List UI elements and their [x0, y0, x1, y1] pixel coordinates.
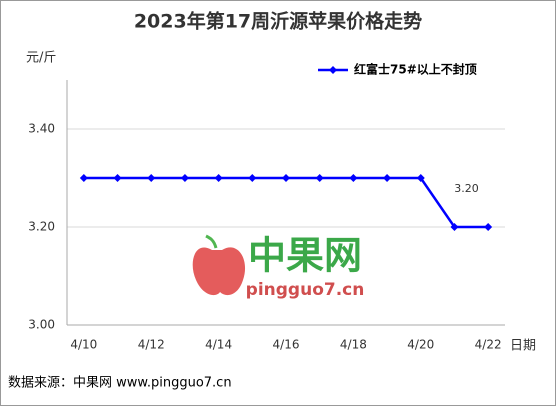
marker	[383, 174, 392, 182]
y-tick-label: 3.00	[28, 318, 55, 332]
legend-marker	[329, 66, 337, 74]
marker	[180, 174, 189, 182]
marker	[113, 174, 122, 182]
marker	[282, 174, 290, 182]
marker	[416, 174, 425, 182]
y-tick-label: 3.40	[28, 122, 55, 136]
marker	[214, 174, 223, 182]
watermark-logo	[192, 247, 246, 296]
x-tick-label: 4/18	[340, 338, 367, 352]
marker	[79, 174, 88, 182]
watermark-url: pingguo7.cn	[246, 280, 365, 300]
watermark: 中果网 pingguo7.cn	[192, 234, 365, 300]
x-tick-label: 4/10	[70, 338, 97, 352]
marker	[248, 174, 257, 182]
marker	[315, 174, 324, 182]
marker	[450, 223, 459, 231]
x-axis-label: 日期	[510, 339, 536, 354]
x-tick-label: 4/14	[205, 338, 232, 352]
marker	[349, 174, 358, 182]
legend-label: 红富士75#以上不封顶	[354, 62, 477, 77]
watermark-logo-leaf	[205, 234, 218, 249]
source: 数据来源：中果网 www.pingguo7.cn	[8, 376, 232, 391]
chart-title: 2023年第17周沂源苹果价格走势	[134, 10, 422, 33]
y-tick-label: 3.20	[28, 220, 55, 234]
x-tick-label: 4/22	[475, 338, 502, 352]
x-tick-label: 4/20	[407, 338, 434, 352]
marker	[484, 223, 493, 231]
watermark-title: 中果网	[248, 234, 362, 278]
marker	[147, 174, 156, 182]
x-tick-label: 4/16	[273, 338, 300, 352]
y-axis-label: 元/斤	[26, 51, 56, 66]
data-label: 3.20	[454, 182, 479, 195]
x-tick-label: 4/12	[138, 338, 165, 352]
